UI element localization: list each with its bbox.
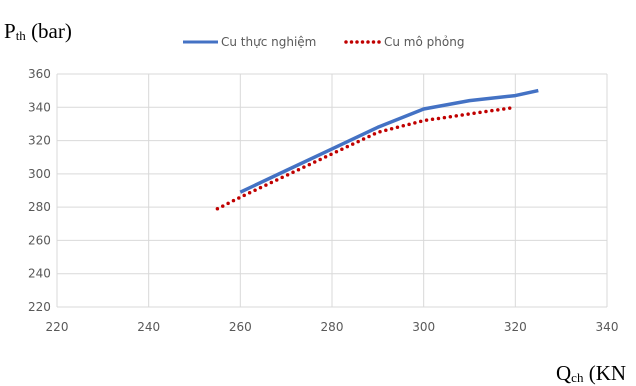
y-tick-label: 340 [28, 100, 51, 114]
x-axis-title: Qch (KN [556, 361, 626, 385]
grid [56, 73, 608, 308]
x-tick-label: 240 [137, 320, 160, 334]
y-axis-ticks: 220 240 260 280 300 320 340 360 [28, 67, 51, 314]
y-tick-label: 360 [28, 67, 51, 81]
x-axis-title-subscript: ch [571, 370, 584, 385]
y-tick-label: 240 [28, 267, 51, 281]
series-lines [215, 88, 539, 211]
y-tick-label: 280 [28, 200, 51, 214]
series-line-simulated [215, 105, 518, 211]
x-tick-label: 340 [596, 320, 619, 334]
x-tick-label: 220 [46, 320, 69, 334]
y-axis-title-symbol: P [4, 19, 16, 43]
series-line-experimental [239, 88, 539, 194]
y-axis-title-unit: (bar) [26, 19, 72, 43]
x-tick-label: 320 [504, 320, 527, 334]
legend-label-simulated: Cu mô phỏng [384, 35, 464, 49]
legend: Cu thực nghiệm Cu mô phỏng [183, 35, 464, 49]
y-tick-label: 320 [28, 134, 51, 148]
legend-label-experimental: Cu thực nghiệm [221, 35, 316, 49]
y-tick-label: 220 [28, 300, 51, 314]
y-axis-title: Pth (bar) [4, 19, 72, 43]
x-tick-label: 280 [321, 320, 344, 334]
y-tick-label: 300 [28, 167, 51, 181]
x-axis-title-unit: (KN [583, 361, 626, 385]
y-axis-title-subscript: th [16, 28, 27, 43]
y-tick-label: 260 [28, 233, 51, 247]
x-axis-ticks: 220 240 260 280 300 320 340 [46, 320, 619, 334]
x-tick-label: 300 [412, 320, 435, 334]
x-axis-title-symbol: Q [556, 361, 571, 385]
x-tick-label: 260 [229, 320, 252, 334]
